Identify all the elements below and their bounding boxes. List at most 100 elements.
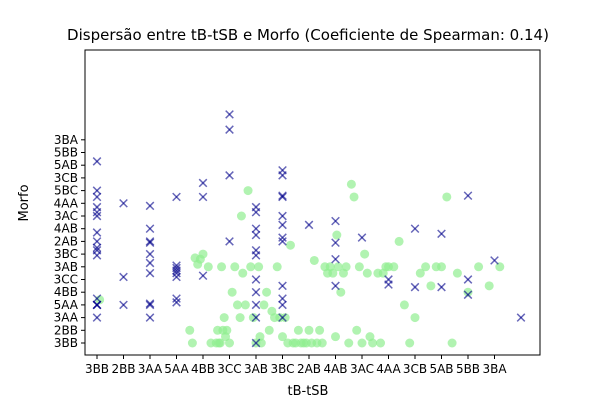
data-point-x <box>516 313 526 322</box>
data-point-circle <box>187 338 197 348</box>
data-point-x <box>278 294 287 303</box>
data-point-x <box>331 254 340 264</box>
data-point-circle <box>332 230 342 240</box>
x-tick-label: 2BB <box>111 362 135 376</box>
data-point-x <box>172 298 181 307</box>
data-point-x <box>198 178 208 188</box>
y-tick-label: 4AA <box>54 196 79 210</box>
data-point-x <box>92 300 102 310</box>
data-point-circle <box>357 338 367 348</box>
data-point-x <box>410 282 420 292</box>
data-point-x <box>92 186 102 195</box>
data-point-x <box>251 275 261 284</box>
x-tick-label: 3BA <box>482 362 507 376</box>
y-tick-label: 2BB <box>54 323 78 337</box>
data-point-circle <box>360 249 370 259</box>
data-point-circle <box>344 338 354 348</box>
data-point-circle <box>317 338 327 348</box>
data-point-circle <box>278 332 287 342</box>
data-point-circle <box>215 338 225 348</box>
data-point-circle <box>248 313 258 323</box>
data-point-circle <box>352 325 362 335</box>
data-point-circle <box>405 338 415 348</box>
data-point-x <box>278 237 287 246</box>
data-point-circle <box>331 332 340 342</box>
data-point-circle <box>474 262 484 272</box>
y-tick-label: 5BC <box>54 184 78 198</box>
data-point-circle <box>238 268 248 278</box>
data-point-circle <box>484 281 494 291</box>
y-tick-label: 3CC <box>54 273 78 287</box>
y-axis-label: Morfo <box>17 184 32 221</box>
chart-title: Dispersão entre tB-tSB e Morfo (Coeficie… <box>67 26 549 44</box>
data-point-x <box>145 268 155 278</box>
data-point-circle <box>328 268 338 278</box>
data-point-circle <box>376 338 386 348</box>
y-tick-label: 3BC <box>54 247 78 261</box>
data-point-circle <box>415 268 425 278</box>
data-point-circle <box>309 255 319 265</box>
data-point-x <box>172 192 181 202</box>
data-point-x <box>145 313 155 322</box>
data-point-circle <box>227 287 237 297</box>
y-tick-label: 3AB <box>54 260 78 274</box>
data-point-circle <box>243 186 253 196</box>
data-point-x <box>92 245 102 255</box>
data-point-x <box>463 191 473 201</box>
data-point-x <box>251 300 261 310</box>
data-point-x <box>172 263 181 273</box>
data-point-circle <box>349 192 359 202</box>
data-point-x <box>92 313 102 322</box>
data-point-x <box>145 224 155 234</box>
x-tick-label: 3AA <box>138 362 163 376</box>
data-point-circle <box>421 262 431 272</box>
data-point-circle <box>264 325 274 335</box>
x-tick-label: 3BB <box>85 362 109 376</box>
data-point-circle <box>362 268 372 278</box>
x-tick-label: 5AB <box>429 362 453 376</box>
x-tick-label: 3CB <box>403 362 427 376</box>
y-tick-label: 3AC <box>54 209 78 223</box>
data-point-circle <box>394 236 404 246</box>
data-point-circle <box>410 313 420 323</box>
data-point-x <box>92 237 102 246</box>
data-point-x <box>251 338 261 348</box>
data-point-x <box>119 300 128 310</box>
x-tick-label: 3CC <box>217 362 241 376</box>
data-point-x <box>145 237 155 246</box>
data-point-x <box>490 256 499 265</box>
data-point-circle <box>389 262 399 272</box>
data-point-x <box>92 243 102 253</box>
data-point-circle <box>463 287 473 297</box>
data-point-circle <box>285 240 295 250</box>
data-point-x <box>145 258 155 268</box>
data-point-x <box>92 211 102 221</box>
data-point-x <box>145 201 155 211</box>
data-point-x <box>278 192 287 202</box>
data-point-x <box>119 198 128 208</box>
data-point-x <box>251 245 261 255</box>
plot-area <box>92 110 526 348</box>
data-point-x <box>251 202 261 212</box>
data-point-circle <box>293 325 303 335</box>
data-point-x <box>278 233 287 242</box>
x-tick-label: 2AB <box>297 362 321 376</box>
data-point-circle <box>452 268 462 278</box>
data-point-circle <box>230 262 240 272</box>
data-point-circle <box>280 313 290 323</box>
data-point-circle <box>225 338 234 348</box>
x-tick-label: 3AC <box>350 362 374 376</box>
data-point-circle <box>254 262 264 272</box>
data-point-x <box>92 157 102 166</box>
data-point-circle <box>235 313 245 323</box>
data-point-circle <box>399 300 409 310</box>
data-point-circle <box>203 262 213 272</box>
data-point-x <box>225 125 234 134</box>
data-point-x <box>145 249 155 259</box>
data-point-circle <box>246 262 256 272</box>
data-point-x <box>225 171 234 180</box>
data-point-x <box>437 282 446 292</box>
data-point-circle <box>346 179 356 189</box>
data-point-x <box>145 300 155 310</box>
